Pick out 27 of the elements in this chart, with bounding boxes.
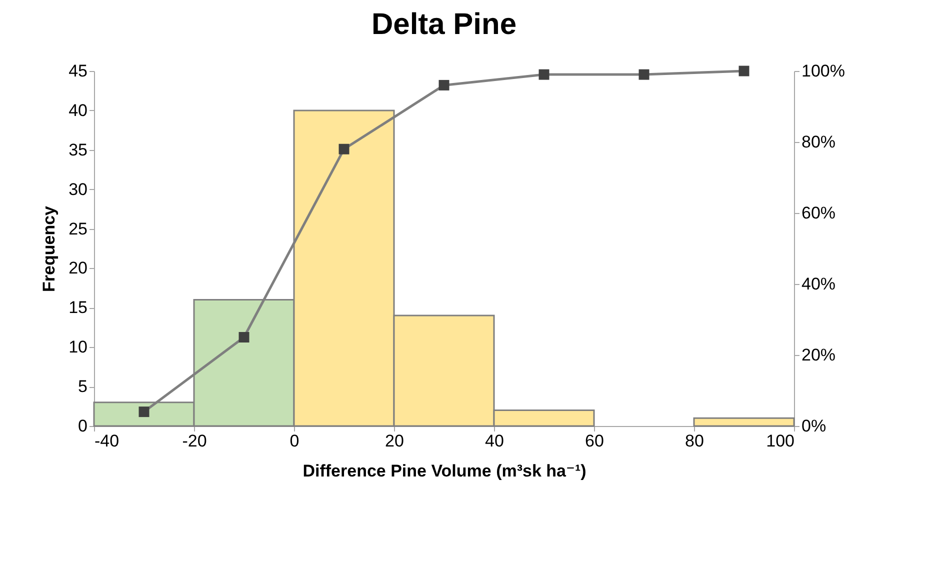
x-tick-label: 0 xyxy=(290,432,300,450)
y-tick-label: 35 xyxy=(68,140,88,160)
y-tick-label: 10 xyxy=(68,338,88,357)
y2-tick-label: 40% xyxy=(802,274,836,294)
y2-tick-label: 60% xyxy=(802,204,836,222)
x-tick-label: 80 xyxy=(685,432,704,450)
y-tick-label: 45 xyxy=(68,62,88,80)
y-tick-label: 40 xyxy=(68,100,88,120)
x-tick-label: 100 xyxy=(766,432,794,450)
y-tick-label: 5 xyxy=(78,377,88,396)
x-axis-title: Difference Pine Volume (m³sk ha⁻¹) xyxy=(302,462,586,480)
x-tick-label: 40 xyxy=(485,432,504,450)
y-tick-label: 15 xyxy=(68,298,88,318)
y2-tick-label: 20% xyxy=(802,346,836,364)
y-tick-label: 25 xyxy=(68,219,88,238)
y-tick-label: 30 xyxy=(68,180,88,199)
y-tick-label: 20 xyxy=(68,258,88,278)
x-tick-label: 60 xyxy=(585,432,604,450)
x-tick-label: -40 xyxy=(94,432,120,450)
y-tick-label: 0 xyxy=(78,416,88,436)
x-tick-label: -20 xyxy=(182,432,207,450)
y2-tick-label: 100% xyxy=(802,62,845,80)
y2-tick-label: 80% xyxy=(802,132,836,152)
chart-title: Delta Pine xyxy=(371,8,517,41)
x-tick-label: 20 xyxy=(385,432,404,450)
y-axis-title: Frequency xyxy=(40,205,59,292)
y2-tick-label: 0% xyxy=(802,416,826,436)
